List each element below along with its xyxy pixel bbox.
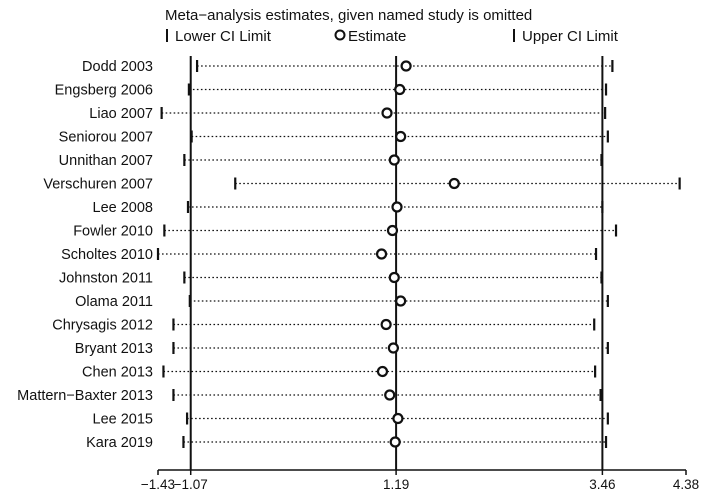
estimate-point [375,248,388,260]
legend-estimate-label: Estimate [348,28,406,45]
study-label: Dodd 2003 [82,59,153,75]
x-tick-label: 3.46 [589,477,615,491]
estimate-point [376,365,389,378]
legend-estimate-marker [334,29,346,41]
estimate-point [388,154,400,166]
estimate-point [384,389,396,401]
x-tick-label: −1.07 [174,477,208,491]
study-label: Unnithan 2007 [59,153,153,169]
plot-area [156,56,681,470]
x-tick-label: 1.19 [383,477,409,491]
legend-lower-label: Lower CI Limit [175,28,272,45]
estimate-point [386,224,399,237]
study-label: Scholtes 2010 [61,247,153,263]
study-label: Verschuren 2007 [43,177,153,193]
study-label: Chrysagis 2012 [52,318,153,334]
legend-upper-label: Upper CI Limit [522,28,619,45]
study-label: Seniorou 2007 [59,130,153,146]
legend: Lower CI Limit Estimate Upper CI Limit [166,28,619,45]
study-label: Olama 2011 [75,294,153,310]
estimate-point [381,107,393,119]
x-tick-label: 4.38 [673,477,699,491]
study-label: Fowler 2010 [73,224,153,240]
study-label: Bryant 2013 [75,341,153,357]
estimate-point [395,295,407,307]
estimate-point [394,83,406,96]
estimate-point [392,412,404,425]
study-labels: Dodd 2003 Engsberg 2006 Liao 2007 Seniorou … [17,59,153,451]
x-axis: −1.43−1.07 1.19 3.46 4.38 [141,469,699,491]
study-label: Liao 2007 [89,106,153,122]
study-label: Mattern−Baxter 2013 [17,388,153,404]
study-label: Kara 2019 [86,435,153,451]
estimate-point [400,60,412,72]
estimate-point [395,130,407,143]
estimate-point [389,436,401,448]
estimate-point [448,177,460,190]
estimate-point [391,201,403,213]
study-label: Engsberg 2006 [55,83,153,99]
chart-title: Meta−analysis estimates, given named stu… [165,7,532,24]
study-label: Lee 2008 [93,200,153,216]
estimate-point [388,271,400,284]
x-tick-label: −1.43 [141,477,175,491]
estimate-point [387,342,399,354]
study-label: Johnston 2011 [59,271,153,287]
estimate-point [380,318,392,331]
study-label: Lee 2015 [93,412,153,428]
study-label: Chen 2013 [82,365,153,381]
